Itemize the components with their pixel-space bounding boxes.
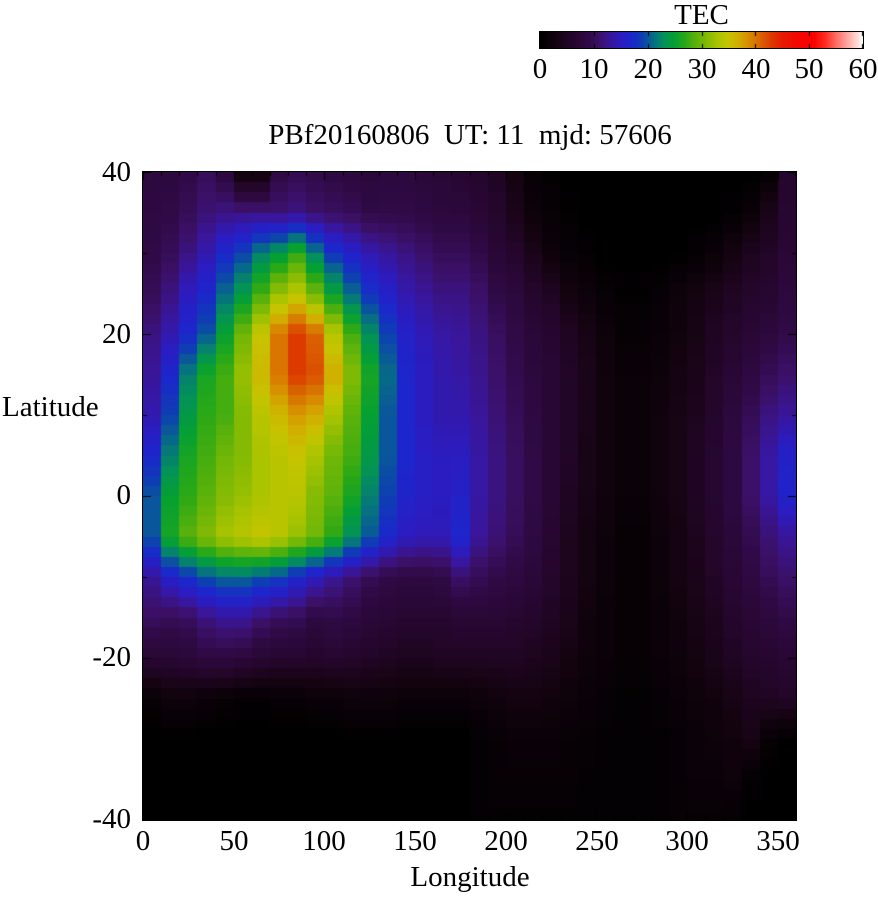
colorbar-tick-0: 0: [532, 53, 548, 85]
y-axis-label: Latitude: [2, 391, 99, 423]
x-tick-200: 200: [484, 825, 528, 857]
colorbar: [539, 31, 864, 49]
x-tick-100: 100: [302, 825, 346, 857]
colorbar-gradient: [540, 32, 863, 48]
colorbar-tick-40: 40: [741, 53, 771, 85]
x-tick-0: 0: [135, 825, 151, 857]
x-tick-350: 350: [756, 825, 800, 857]
colorbar-tick-20: 20: [633, 53, 663, 85]
y-tick-40: 40: [102, 156, 131, 188]
y-tick-20: 20: [102, 318, 131, 350]
x-tick-50: 50: [219, 825, 249, 857]
x-tick-150: 150: [393, 825, 437, 857]
colorbar-tick-50: 50: [794, 53, 824, 85]
colorbar-tick-10: 10: [579, 53, 609, 85]
x-axis-label: Longitude: [410, 861, 530, 893]
x-tick-250: 250: [575, 825, 619, 857]
y-tick-m20: -20: [92, 641, 131, 673]
heatmap-plot-area: [142, 171, 797, 821]
colorbar-tick-30: 30: [687, 53, 717, 85]
colorbar-tick-60: 60: [848, 53, 878, 85]
colorbar-title: TEC: [674, 0, 729, 31]
plot-title: PBf20160806 UT: 11 mjd: 57606: [268, 119, 672, 151]
y-tick-m40: -40: [92, 803, 131, 835]
y-tick-0: 0: [116, 479, 132, 511]
x-tick-300: 300: [665, 825, 709, 857]
tec-heatmap: [143, 172, 796, 820]
